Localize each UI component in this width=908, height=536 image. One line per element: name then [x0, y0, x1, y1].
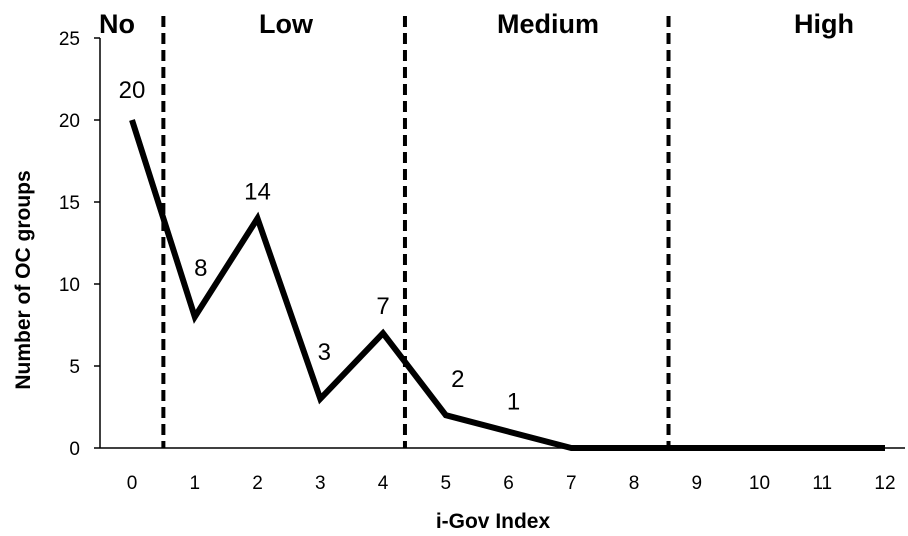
y-axis-ticks: 0 5 10 15 20 25: [59, 29, 100, 460]
region-label: No: [99, 9, 135, 39]
y-tick-label: 10: [59, 275, 80, 296]
x-tick-label: 7: [566, 473, 577, 494]
data-label: 1: [507, 389, 520, 416]
y-axis-title: Number of OC groups: [12, 170, 35, 389]
x-tick-label: 2: [252, 473, 263, 494]
data-label: 2: [451, 366, 464, 393]
y-tick-label: 0: [69, 439, 80, 460]
x-tick-label: 12: [874, 473, 895, 494]
x-axis-title: i-Gov Index: [436, 510, 551, 533]
x-tick-label: 8: [629, 473, 640, 494]
x-tick-label: 11: [812, 473, 832, 494]
y-tick-label: 20: [59, 111, 80, 132]
data-label: 7: [376, 293, 389, 320]
x-tick-label: 0: [127, 473, 138, 494]
x-tick-label: 4: [378, 473, 389, 494]
region-label: Medium: [497, 9, 599, 39]
y-tick-label: 25: [59, 29, 80, 50]
x-tick-label: 6: [503, 473, 514, 494]
region-dividers: [161, 16, 671, 448]
x-axis-ticks: 0 1 2 3 4 5 6 7 8 9 10 11 12: [127, 473, 896, 494]
region-labels: No Low Medium High: [99, 9, 854, 39]
data-label: 8: [194, 255, 207, 282]
data-label: 3: [318, 339, 331, 366]
x-tick-label: 1: [189, 473, 200, 494]
y-tick-label: 5: [69, 357, 80, 378]
y-tick-label: 15: [59, 193, 80, 214]
region-label: Low: [259, 9, 314, 39]
series-line: [129, 119, 885, 451]
x-tick-label: 10: [749, 473, 770, 494]
x-tick-label: 9: [691, 473, 702, 494]
data-labels: 20 8 14 3 7 2 1: [119, 77, 521, 416]
data-label: 20: [119, 77, 146, 104]
region-label: High: [794, 9, 854, 39]
x-tick-label: 5: [440, 473, 451, 494]
data-label: 14: [244, 178, 271, 205]
x-tick-label: 3: [315, 473, 326, 494]
